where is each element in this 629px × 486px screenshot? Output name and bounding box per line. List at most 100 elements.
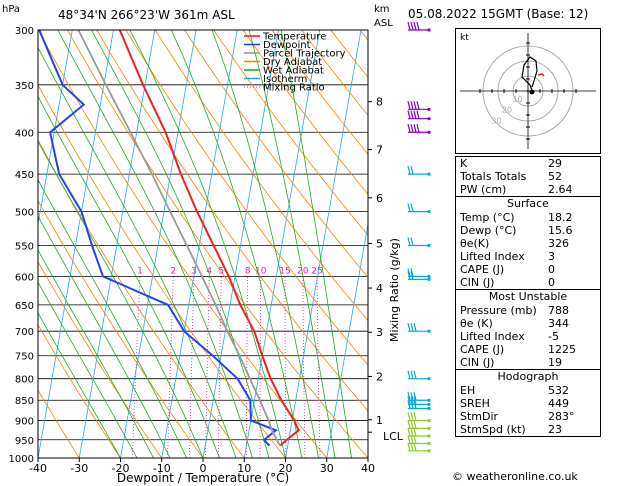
wind-barb-flag — [410, 392, 414, 401]
wind-barb-flag — [407, 400, 411, 409]
isotherm-line — [326, 221, 368, 458]
wind-barb-flag — [416, 124, 420, 133]
wind-barb-flag — [416, 21, 420, 31]
wind-barb-flag — [407, 124, 411, 133]
wind-barb-flag — [407, 370, 411, 379]
dry-adiabat — [154, 30, 368, 322]
pressure-axis: 300 350 400 450 500 550 600 650 700 750 800 850 900 9… — [9, 26, 34, 465]
wind-barb — [407, 203, 431, 214]
mixing-ratio-line — [316, 276, 321, 458]
wind-barb-dot — [427, 426, 431, 430]
wind-barb-dot — [427, 243, 431, 248]
wind-barb-flag — [410, 420, 414, 429]
legend-label: Isotherm — [263, 74, 307, 85]
lcl-label: LCL — [383, 430, 404, 443]
isotherm-line — [243, 30, 321, 458]
wind-barb-flag — [413, 442, 417, 451]
wind-barb-flag — [407, 427, 411, 437]
dry-adiabat — [38, 30, 328, 458]
mixing-ratio-label: 8 — [245, 266, 251, 276]
height-axis: 1 2 3 4 5 6 7 8 LCL — [368, 96, 404, 443]
index-row: K 29 — [460, 157, 562, 170]
isotherm-line — [78, 30, 156, 458]
wind-barb-flag — [410, 110, 414, 119]
legend-label: Dry Adiabat — [263, 57, 322, 68]
wind-barb — [407, 400, 431, 411]
dry-adiabat — [242, 30, 368, 195]
wet-adiabat — [129, 30, 286, 458]
wet-adiabat — [38, 46, 237, 458]
km-tick-label: 1 — [376, 414, 383, 427]
wind-barb-flag — [407, 271, 411, 280]
mixing-ratio-label: 3 — [191, 266, 197, 276]
isotherm-line — [38, 30, 114, 458]
mixing-ratio-label: 1 — [137, 266, 143, 276]
profile-lines — [38, 30, 300, 447]
temperature-axis: -40 -30 -20 -10 0 10 20 30 40 — [29, 458, 375, 475]
dry-adiabat — [38, 389, 80, 458]
hodo-ring-label: 10 — [512, 95, 522, 104]
background-lines — [38, 30, 368, 458]
wind-barb-dot — [427, 277, 431, 281]
pressure-tick-label: 950 — [15, 436, 34, 447]
wet-adiabat — [38, 215, 171, 458]
surface-row: CAPE (J) 0 — [460, 263, 555, 276]
wind-barb-flag — [410, 412, 414, 421]
hodo-row: EH 532 — [460, 384, 569, 397]
mixing-ratio-label: 10 — [255, 266, 267, 276]
x-tick-label: 10 — [237, 462, 251, 475]
surface-row: θe(K) 326 — [460, 237, 569, 250]
wind-barb-dot — [427, 434, 431, 438]
wind-barb-flag — [410, 237, 414, 246]
date-title: 05.08.2022 15GMT (Base: 12) — [408, 7, 589, 21]
wind-barb-dot — [427, 398, 431, 402]
wind-barb-flag — [416, 101, 420, 110]
pressure-tick-label: 700 — [15, 327, 34, 338]
mixing-ratio-line — [284, 276, 287, 458]
wind-barb-flag — [407, 412, 411, 421]
wind-barb-flag — [410, 271, 414, 280]
wind-barb-flag — [407, 110, 411, 119]
hodo-ring-label: 30 — [491, 116, 501, 125]
wind-barb-flag — [407, 21, 411, 31]
wind-barb-flag — [413, 396, 417, 405]
pressure-tick-label: 400 — [15, 128, 34, 139]
surface-row: Dewp (°C) 15.6 — [460, 224, 573, 237]
dry-adiabat — [38, 261, 163, 458]
km-tick-label: 7 — [376, 144, 383, 157]
wind-barb-flag — [407, 442, 411, 451]
wind-barb-flag — [407, 396, 411, 405]
hodo-storm-motion — [537, 73, 545, 77]
wind-barb-flag — [410, 400, 414, 409]
legend-label: Parcel Trajectory — [263, 49, 346, 60]
wind-barb-dot — [427, 402, 431, 406]
asl-label: ASL — [374, 18, 393, 29]
isotherm-line — [161, 30, 238, 458]
x-tick-label: -40 — [29, 462, 47, 475]
wind-barb — [407, 420, 431, 430]
wind-barb-flag — [410, 396, 414, 405]
km-tick-label: 3 — [376, 326, 383, 339]
wind-barb-flag — [410, 165, 414, 175]
wind-barb — [407, 268, 431, 279]
wind-barb-flag — [410, 268, 414, 277]
wind-barb-flag — [407, 392, 411, 401]
wind-barb-flag — [410, 370, 414, 379]
wet-adiabat — [38, 249, 154, 458]
wind-barb-dot — [427, 130, 431, 134]
footer-credit: © weatheronline.co.uk — [452, 470, 578, 483]
mixing-ratio-label: 5 — [218, 266, 224, 276]
surface-title: Surface — [507, 197, 549, 210]
dry-adiabat — [213, 30, 368, 236]
dry-adiabat — [271, 30, 368, 155]
hodograph-panel: kt 10 20 30 — [455, 28, 601, 154]
wind-barb — [407, 271, 431, 281]
isotherm-line — [202, 30, 279, 458]
hodo-ring-label: 20 — [502, 106, 512, 115]
mu-row: Lifted Index -5 — [460, 330, 559, 343]
wind-barb-flag — [413, 392, 417, 401]
wind-barb-flag — [410, 427, 414, 437]
pressure-tick-label: 450 — [15, 170, 34, 181]
isotherm-line — [38, 30, 73, 227]
